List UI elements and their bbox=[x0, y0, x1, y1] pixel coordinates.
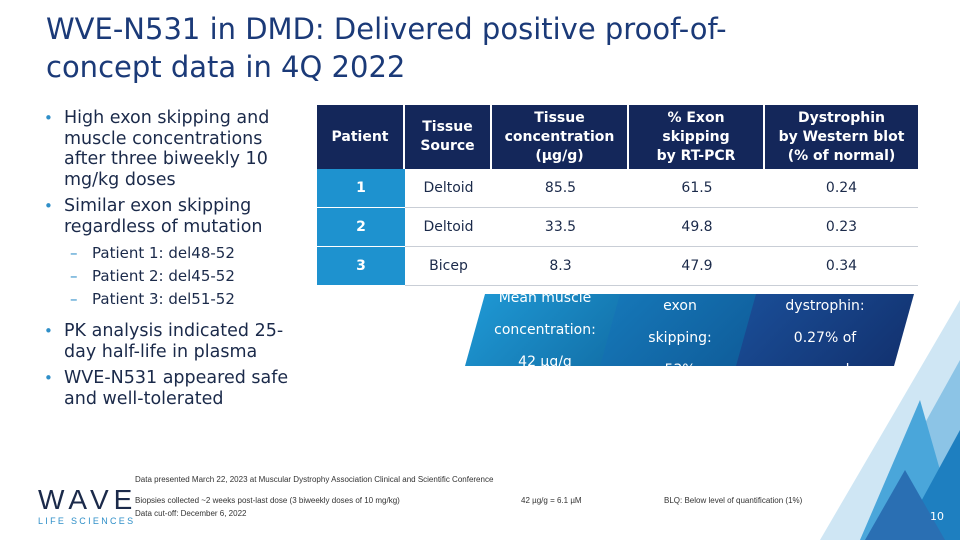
cell-tissue: Bicep bbox=[405, 247, 492, 286]
logo-subtitle: LIFE SCIENCES bbox=[38, 516, 136, 526]
header-tissue-source: Tissue Source bbox=[405, 105, 492, 169]
cell-concentration: 33.5 bbox=[492, 208, 629, 247]
cell-patient: 2 bbox=[317, 208, 405, 247]
header-patient: Patient bbox=[317, 105, 405, 169]
summary-muscle-concentration: Mean muscle concentration: 42 µg/g bbox=[465, 294, 625, 366]
cell-patient: 3 bbox=[317, 247, 405, 286]
page-number: 10 bbox=[930, 510, 944, 523]
bullet-pk-analysis: PK analysis indicated 25-day half-life i… bbox=[42, 321, 300, 362]
bullet-safety: WVE-N531 appeared safe and well-tolerate… bbox=[42, 368, 300, 409]
slide-title: WVE-N531 in DMD: Delivered positive proo… bbox=[46, 12, 727, 84]
header-dystrophin: Dystrophin by Western blot (% of normal) bbox=[765, 105, 918, 169]
footnote-conversion: 42 µg/g = 6.1 µM bbox=[521, 496, 582, 505]
footnote-biopsies: Biopsies collected ~2 weeks post-last do… bbox=[135, 496, 400, 505]
summary-exon-skipping: Mean exon skipping: 53% bbox=[600, 294, 760, 366]
cell-exon-skipping: 49.8 bbox=[629, 208, 765, 247]
sub-bullet-patient-3: Patient 3: del51-52 bbox=[42, 289, 300, 309]
table-row: 2 Deltoid 33.5 49.8 0.23 bbox=[317, 208, 918, 247]
sub-bullet-patient-1: Patient 1: del48-52 bbox=[42, 243, 300, 263]
header-exon-skipping: % Exon skipping by RT-PCR bbox=[629, 105, 765, 169]
company-logo: WAVE LIFE SCIENCES bbox=[38, 484, 138, 527]
bullet-exon-skipping: High exon skipping and muscle concentrat… bbox=[42, 108, 300, 190]
footnote-blq: BLQ: Below level of quantification (1%) bbox=[664, 496, 803, 505]
table-row: 3 Bicep 8.3 47.9 0.34 bbox=[317, 247, 918, 286]
logo-wordmark: WAVE bbox=[38, 484, 138, 515]
sub-bullet-patient-2: Patient 2: del45-52 bbox=[42, 266, 300, 286]
cell-dystrophin: 0.34 bbox=[765, 247, 918, 286]
table-header-row: Patient Tissue Source Tissue concentration… bbox=[317, 105, 918, 169]
bullet-list: High exon skipping and muscle concentrat… bbox=[42, 108, 300, 415]
cell-tissue: Deltoid bbox=[405, 169, 492, 208]
results-table: Patient Tissue Source Tissue concentration… bbox=[317, 105, 918, 286]
cell-exon-skipping: 47.9 bbox=[629, 247, 765, 286]
footnote-cutoff: Data cut-off: December 6, 2022 bbox=[135, 509, 247, 518]
cell-tissue: Deltoid bbox=[405, 208, 492, 247]
header-tissue-concentration: Tissue concentration (µg/g) bbox=[492, 105, 629, 169]
cell-concentration: 85.5 bbox=[492, 169, 629, 208]
cell-patient: 1 bbox=[317, 169, 405, 208]
cell-dystrophin: 0.23 bbox=[765, 208, 918, 247]
cell-exon-skipping: 61.5 bbox=[629, 169, 765, 208]
footnote-data-presented: Data presented March 22, 2023 at Muscula… bbox=[135, 475, 494, 484]
table-row: 1 Deltoid 85.5 61.5 0.24 bbox=[317, 169, 918, 208]
bullet-similar-skipping: Similar exon skipping regardless of muta… bbox=[42, 196, 300, 237]
cell-dystrophin: 0.24 bbox=[765, 169, 918, 208]
cell-concentration: 8.3 bbox=[492, 247, 629, 286]
